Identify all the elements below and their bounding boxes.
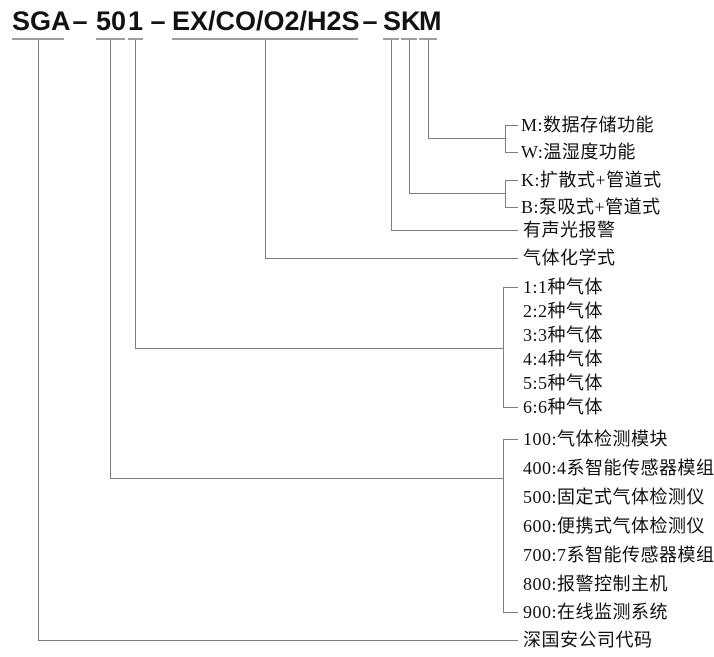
model-separator: – <box>150 6 166 36</box>
label-gas-formula: 气体化学式 <box>523 248 616 268</box>
model-part-series: 50 <box>96 6 126 40</box>
bracket-storage <box>505 125 506 153</box>
bracket-gas-count <box>503 287 504 408</box>
label-series-700: 700:7系智能传感器模组 <box>523 545 714 565</box>
leader-vertical-alarm <box>391 40 392 230</box>
leader-vertical-sampling <box>409 40 410 193</box>
model-part-sampling: K <box>401 6 421 40</box>
label-gas-count-2: 2:2种气体 <box>523 301 604 321</box>
model-part-manufacturer: SGA <box>12 6 71 40</box>
model-separator: – <box>362 6 378 36</box>
label-series-400: 400:4系智能传感器模组 <box>523 458 714 478</box>
leader-vertical-manufacturer <box>38 40 39 640</box>
bracket-gas-count-stub-bottom <box>503 407 518 408</box>
label-series-500: 500:固定式气体检测仪 <box>523 487 706 507</box>
leader-horizontal-storage <box>428 138 505 139</box>
label-gas-count-3: 3:3种气体 <box>523 325 604 345</box>
bracket-storage-stub-top <box>505 125 518 126</box>
bracket-gas-count-stub-top <box>503 287 518 288</box>
bracket-series-stub-bottom <box>503 612 518 613</box>
leader-horizontal-gas-formula <box>265 258 518 259</box>
label-series-600: 600:便携式气体检测仪 <box>523 516 706 536</box>
model-part-gas-formula: EX/CO/O2/H2S <box>172 6 360 40</box>
bracket-storage-stub-bottom <box>505 152 518 153</box>
leader-vertical-series <box>110 40 111 478</box>
label-gas-count-5: 5:5种气体 <box>523 373 604 393</box>
label-series-800: 800:报警控制主机 <box>523 574 669 594</box>
label-sampling-b: B:泵吸式+管道式 <box>521 197 661 217</box>
model-part-alarm: S <box>383 6 401 40</box>
leader-horizontal-gas-count <box>135 348 503 349</box>
label-gas-count-1: 1:1种气体 <box>523 277 604 297</box>
leader-horizontal-manufacturer <box>38 640 518 641</box>
leader-vertical-gas-count <box>135 40 136 348</box>
label-series-100: 100:气体检测模块 <box>523 429 669 449</box>
leader-vertical-gas-formula <box>265 40 266 258</box>
bracket-sampling-stub-bottom <box>505 207 518 208</box>
label-storage-w: W:温湿度功能 <box>521 142 636 162</box>
bracket-series <box>503 439 504 613</box>
bracket-sampling-stub-top <box>505 180 518 181</box>
bracket-series-stub-top <box>503 439 518 440</box>
label-gas-count-4: 4:4种气体 <box>523 349 604 369</box>
leader-horizontal-series <box>110 478 503 479</box>
label-series-900: 900:在线监测系统 <box>523 602 669 622</box>
model-part-gas-count: 1 <box>128 6 143 40</box>
model-part-storage: M <box>419 6 442 40</box>
label-gas-count-6: 6:6种气体 <box>523 397 604 417</box>
label-alarm: 有声光报警 <box>523 220 616 240</box>
leader-horizontal-alarm <box>391 230 518 231</box>
label-storage-m: M:数据存储功能 <box>521 115 655 135</box>
label-company-code: 深国安公司代码 <box>523 630 653 650</box>
model-separator: – <box>72 6 88 36</box>
label-sampling-k: K:扩散式+管道式 <box>521 170 662 190</box>
bracket-sampling <box>505 180 506 208</box>
leader-horizontal-sampling <box>409 193 505 194</box>
leader-vertical-storage <box>428 40 429 138</box>
